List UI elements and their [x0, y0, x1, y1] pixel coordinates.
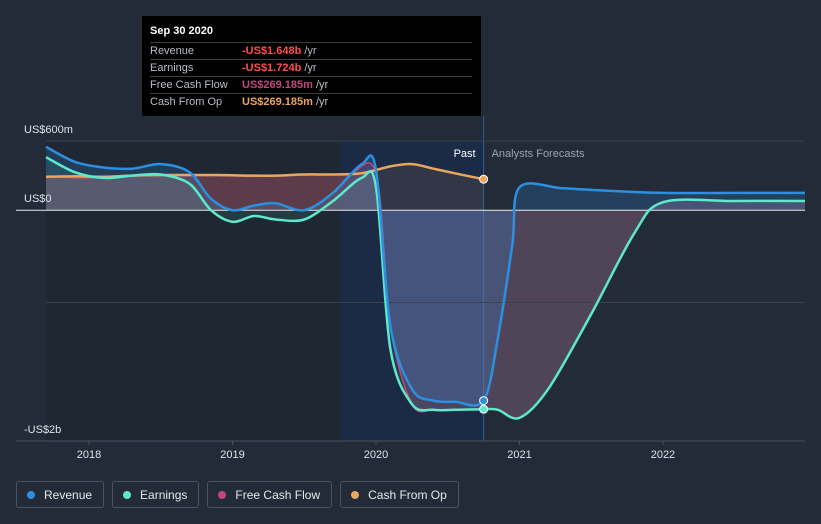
series-points [479, 174, 489, 414]
legend-item-cash-from-op[interactable]: Cash From Op [340, 481, 459, 508]
legend-label: Revenue [44, 487, 93, 502]
tooltip-rows: Revenue -US$1.648b/yr Earnings -US$1.724b/y… [150, 42, 473, 110]
legend-dot-icon [27, 490, 35, 499]
area-revenue [46, 146, 805, 406]
legend-label: Earnings [140, 487, 188, 502]
tooltip-row-value: US$269.185m [242, 96, 313, 108]
line-revenue [45, 145, 805, 407]
legend-label: Free Cash Flow [235, 487, 321, 502]
legend-dot-icon [351, 490, 360, 499]
tooltip-row-label: Revenue [150, 45, 195, 57]
tooltip-row-label: Free Cash Flow [150, 79, 228, 91]
x-tick-label: 2020 [364, 449, 388, 461]
legend-dot-icon [123, 490, 132, 499]
area-earnings [46, 157, 805, 419]
tooltip-row: Revenue -US$1.648b/yr [150, 42, 472, 59]
gridlines [16, 140, 805, 442]
y-tick-label: US$600m [24, 124, 73, 136]
tooltip-row: Earnings -US$1.724b/yr [150, 59, 472, 76]
y-tick-label: US$0 [24, 193, 52, 205]
axis-labels: US$600m US$0 -US$2b 2018 2019 2020 2021 2022 Pas… [24, 124, 675, 461]
tooltip-row-label: Earnings [150, 62, 194, 74]
x-tick-label: 2019 [220, 449, 244, 461]
legend-item-earnings[interactable]: Earnings [112, 481, 200, 508]
tooltip-row-value: -US$1.648b [242, 45, 302, 57]
tooltip-date: Sep 30 2020 [150, 25, 213, 37]
tooltip-row-unit: /yr [304, 62, 317, 74]
x-tick-label: 2018 [77, 449, 101, 461]
chart-background [46, 116, 485, 441]
forecast-label: Analysts Forecasts [492, 148, 585, 160]
legend-label: Cash From Op [368, 487, 447, 502]
tooltip-row: Free Cash Flow US$269.185m/yr [150, 76, 472, 93]
marker-revenue [479, 396, 489, 406]
tooltip-row-value: US$269.185m [242, 79, 313, 91]
marker-cash-from-op [479, 174, 489, 184]
tooltip-row-value: -US$1.724b [242, 62, 302, 74]
tooltip-row-unit: /yr [315, 96, 329, 108]
legend-item-revenue[interactable]: Revenue [16, 481, 105, 508]
legend-item-free-cash-flow[interactable]: Free Cash Flow [207, 481, 333, 508]
legend-dot-icon [218, 490, 227, 499]
tooltip-row-label: Cash From Op [150, 96, 223, 108]
tooltip-row-unit: /yr [304, 45, 317, 57]
tooltip-row: Cash From Op US$269.185m/yr [150, 93, 472, 110]
y-tick-label: -US$2b [24, 424, 61, 436]
tooltip-row-unit: /yr [315, 79, 329, 91]
legend: Revenue Earnings Free Cash Flow Cash From O… [16, 481, 459, 508]
x-tick-label: 2022 [651, 449, 675, 461]
x-tick-label: 2021 [507, 449, 531, 461]
area-free-cash-flow [46, 162, 805, 419]
marker-earnings [479, 404, 489, 414]
line-earnings [45, 156, 806, 420]
tooltip: Sep 30 2020 Revenue -US$1.648b/yr Earnings… [142, 16, 481, 116]
series-lines [45, 145, 806, 420]
past-label: Past [454, 148, 476, 160]
